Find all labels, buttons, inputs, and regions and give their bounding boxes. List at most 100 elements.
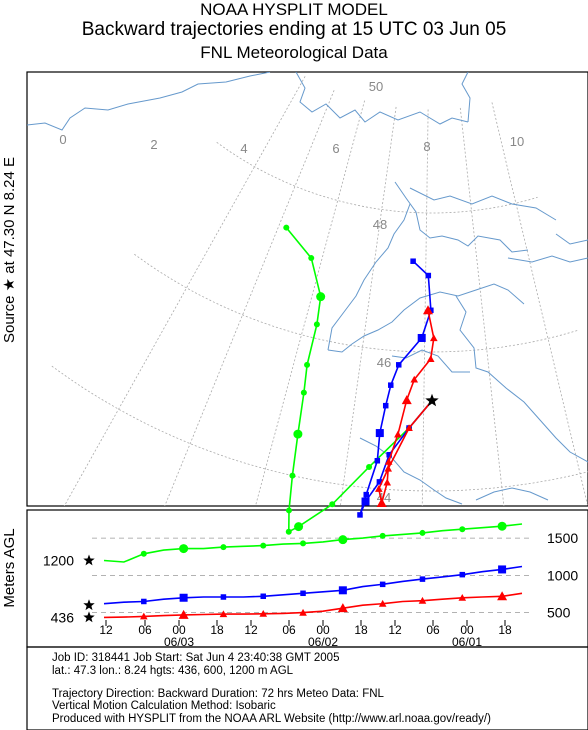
longitude-label: 6: [332, 141, 339, 156]
time-tick-label: 18: [354, 623, 368, 637]
date-label: 06/02: [308, 635, 338, 649]
source-height-star: [83, 599, 95, 611]
height-marker: [260, 542, 267, 549]
trajectory-marker: [313, 321, 320, 328]
longitude-label: 0: [59, 132, 66, 147]
trajectory-marker: [375, 429, 384, 438]
trajectory-marker: [316, 292, 326, 302]
map-frame: [26, 71, 588, 507]
longitude-label: 10: [510, 134, 524, 149]
height-marker: [299, 608, 307, 616]
trajectory-marker: [384, 464, 393, 472]
height-marker: [418, 596, 427, 604]
trajectory-line: [359, 260, 433, 516]
height-marker: [379, 581, 386, 588]
height-marker: [419, 529, 426, 536]
trajectory-marker: [430, 334, 438, 342]
height-marker: [459, 526, 466, 533]
data-source-title: FNL Meteorological Data: [200, 43, 388, 62]
source-location-label: Source ★ at 47.30 N 8.24 E: [1, 157, 18, 343]
height-marker: [219, 610, 228, 618]
meridian-line: [164, 89, 335, 506]
time-tick-label: 12: [244, 623, 258, 637]
trajectory-marker: [383, 478, 392, 486]
trajectory-marker: [426, 355, 435, 362]
border-line: [359, 437, 463, 505]
chart-title: Backward trajectories ending at 15 UTC 0…: [81, 19, 507, 40]
date-label: 06/03: [164, 635, 194, 649]
vertical-motion-line: Vertical Motion Calculation Method: Isob…: [52, 700, 276, 712]
trajectory-marker: [384, 457, 393, 465]
trajectory-marker: [376, 497, 387, 507]
source-height-label: 1200: [43, 553, 74, 569]
time-tick-label: 06: [138, 623, 152, 637]
trajectory-marker: [388, 382, 394, 388]
time-tick-label: 00: [460, 623, 474, 637]
time-tick-label: 18: [498, 623, 512, 637]
height-marker: [338, 535, 348, 545]
trajectory-marker: [401, 395, 412, 405]
trajectory-marker: [428, 307, 434, 314]
time-tick-label: 18: [210, 623, 224, 637]
source-height-label: 436: [51, 609, 75, 625]
border-line: [507, 255, 588, 263]
height-marker: [220, 594, 227, 600]
height-tick-label: 1500: [547, 530, 578, 546]
trajectory-marker: [396, 362, 402, 368]
source-height-star: [83, 611, 95, 623]
source-star: [425, 393, 439, 407]
meridian-line: [491, 101, 588, 506]
coastlines-borders: [27, 72, 588, 505]
model-title: NOAA HYSPLIT MODEL: [200, 0, 388, 19]
height-tick-label: 1000: [547, 567, 578, 583]
trajectory-marker: [410, 375, 419, 383]
trajectory-marker: [423, 305, 434, 315]
trajectory-marker: [382, 402, 389, 409]
time-tick-label: 12: [99, 623, 113, 637]
border-line: [27, 72, 271, 131]
height-marker: [300, 540, 307, 547]
trajectory-marker: [374, 458, 381, 464]
trajectory-line: [285, 227, 433, 534]
trajectories: [283, 224, 439, 535]
border-line: [295, 72, 469, 125]
trajectory-marker: [386, 451, 392, 458]
border-line: [409, 187, 557, 221]
trajectory-marker: [289, 472, 296, 479]
border-line: [391, 349, 470, 373]
info-frame: [26, 646, 588, 730]
trajectory-marker: [366, 463, 373, 470]
height-marker: [141, 598, 147, 605]
graticule: [51, 75, 588, 506]
height-marker: [220, 544, 227, 551]
time-tick-label: 00: [316, 623, 330, 637]
height-marker: [300, 590, 306, 597]
height-marker: [260, 593, 266, 600]
trajectory-marker: [293, 429, 303, 439]
height-marker: [337, 603, 348, 613]
latitude-label: 46: [377, 355, 391, 370]
border-line: [327, 203, 411, 351]
job-info-line: Job ID: 318441 Job Start: Sat Jun 4 23:4…: [52, 652, 340, 664]
border-line: [394, 181, 529, 253]
time-tick-label: 12: [388, 623, 402, 637]
date-label: 06/01: [452, 635, 482, 649]
parallel-line: [134, 253, 579, 353]
border-line: [555, 233, 588, 245]
height-marker: [459, 571, 466, 578]
trajectory-marker: [294, 522, 304, 532]
trajectory-info-line: Trajectory Direction: Backward Duration:…: [52, 688, 384, 700]
trajectory-marker: [304, 361, 311, 368]
height-marker: [497, 591, 508, 601]
meridian-line: [339, 106, 397, 506]
time-tick-label: 06: [282, 623, 296, 637]
border-line: [475, 487, 549, 501]
meridian-line: [421, 108, 429, 506]
latitude-label: 50: [369, 79, 383, 94]
meridian-line: [255, 99, 366, 506]
location-info-line: lat.: 47.3 lon.: 8.24 hgts: 436, 600, 12…: [52, 665, 294, 677]
height-line: [103, 592, 523, 619]
trajectory-marker: [363, 491, 369, 498]
